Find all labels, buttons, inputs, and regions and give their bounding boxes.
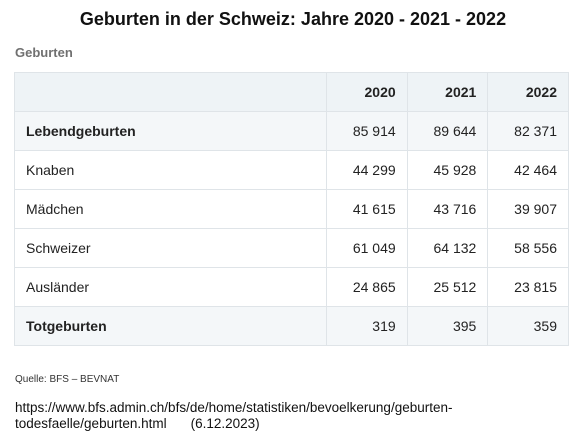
table-caption: Geburten — [15, 45, 73, 60]
table-row: Totgeburten 319 395 359 — [14, 306, 569, 346]
table-row: Ausländer 24 865 25 512 23 815 — [14, 267, 569, 307]
source-url-block: https://www.bfs.admin.ch/bfs/de/home/sta… — [15, 400, 515, 432]
cell-value: 25 512 — [406, 267, 489, 307]
cell-value: 61 049 — [326, 228, 408, 268]
table-row: Lebendgeburten 85 914 89 644 82 371 — [14, 111, 569, 151]
cell-value: 43 716 — [406, 189, 489, 229]
cell-value: 23 815 — [487, 267, 569, 307]
header-2022: 2022 — [487, 72, 569, 112]
cell-value: 359 — [487, 306, 569, 346]
table-header-row: 2020 2021 2022 — [14, 72, 569, 112]
row-label: Schweizer — [14, 228, 327, 268]
cell-value: 319 — [326, 306, 408, 346]
row-label: Lebendgeburten — [14, 111, 327, 151]
cell-value: 44 299 — [326, 150, 408, 190]
cell-value: 85 914 — [326, 111, 408, 151]
cell-value: 39 907 — [487, 189, 569, 229]
header-empty-cell — [14, 72, 327, 112]
row-label: Knaben — [14, 150, 327, 190]
table-row: Schweizer 61 049 64 132 58 556 — [14, 228, 569, 268]
row-label: Ausländer — [14, 267, 327, 307]
row-label: Totgeburten — [14, 306, 327, 346]
cell-value: 89 644 — [406, 111, 489, 151]
cell-value: 64 132 — [406, 228, 489, 268]
source-url-line2[interactable]: todesfaelle/geburten.html — [15, 416, 167, 431]
source-note: Quelle: BFS – BEVNAT — [15, 374, 120, 385]
page-title: Geburten in der Schweiz: Jahre 2020 - 20… — [79, 9, 507, 29]
cell-value: 41 615 — [326, 189, 408, 229]
header-2021: 2021 — [406, 72, 489, 112]
cell-value: 395 — [406, 306, 489, 346]
cell-value: 58 556 — [487, 228, 569, 268]
table-row: Mädchen 41 615 43 716 39 907 — [14, 189, 569, 229]
row-label: Mädchen — [14, 189, 327, 229]
access-date: (6.12.2023) — [190, 416, 260, 431]
header-2020: 2020 — [326, 72, 408, 112]
cell-value: 42 464 — [487, 150, 569, 190]
table-row: Knaben 44 299 45 928 42 464 — [14, 150, 569, 190]
cell-value: 82 371 — [487, 111, 569, 151]
births-table: 2020 2021 2022 Lebendgeburten 85 914 89 … — [14, 72, 569, 346]
cell-value: 24 865 — [326, 267, 408, 307]
source-url-line1[interactable]: https://www.bfs.admin.ch/bfs/de/home/sta… — [15, 400, 453, 415]
cell-value: 45 928 — [406, 150, 489, 190]
